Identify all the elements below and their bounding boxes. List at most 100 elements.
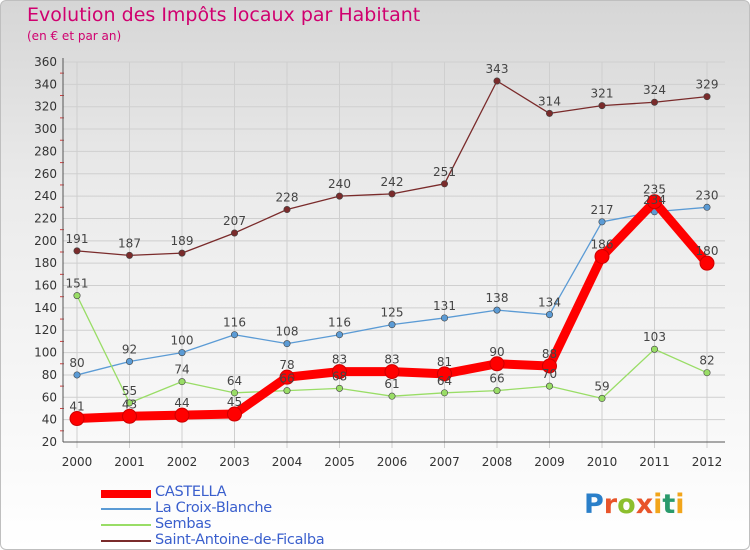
x-tick-label: 2010 — [587, 455, 618, 469]
data-label: 44 — [174, 396, 189, 410]
y-tick-label: 280 — [34, 144, 57, 158]
legend-item: La Croix-Blanche — [97, 500, 397, 517]
data-label: 217 — [591, 203, 614, 217]
data-label: 242 — [381, 175, 404, 189]
data-point — [335, 384, 343, 392]
data-label: 116 — [223, 316, 246, 330]
data-point — [440, 314, 448, 322]
data-point — [332, 364, 347, 380]
data-point — [493, 387, 501, 395]
data-label: 83 — [384, 353, 399, 367]
x-tick-label: 2004 — [272, 455, 303, 469]
data-label: 329 — [696, 78, 719, 92]
data-label: 74 — [174, 363, 189, 377]
x-tick-label: 2007 — [429, 455, 460, 469]
x-tick-label: 2000 — [62, 455, 93, 469]
data-label: 70 — [542, 367, 557, 381]
y-tick-label: 160 — [34, 279, 57, 293]
data-point — [440, 389, 448, 397]
data-label: 189 — [171, 234, 194, 248]
x-tick-label: 2005 — [324, 455, 355, 469]
data-label: 82 — [699, 354, 714, 368]
x-tick-label: 2002 — [167, 455, 198, 469]
data-label: 66 — [279, 372, 294, 386]
y-tick-label: 200 — [34, 234, 57, 248]
axes: 20 40 60 80 100 120 140 160 180 200 220 240 260 280 30… — [34, 55, 725, 469]
data-label: 64 — [227, 374, 242, 388]
data-point — [231, 229, 239, 237]
data-label: 125 — [381, 306, 404, 320]
data-point — [122, 408, 137, 424]
data-point — [335, 331, 343, 339]
data-point — [545, 311, 553, 319]
legend-label: Saint-Antoine-de-Ficalba — [155, 532, 325, 548]
data-label: 187 — [118, 236, 141, 250]
data-point — [73, 371, 81, 379]
data-label: 228 — [276, 191, 299, 205]
y-tick-label: 240 — [34, 189, 57, 203]
y-tick-label: 300 — [34, 122, 57, 136]
legend: CASTELLA La Croix-Blanche Sembas Saint-A… — [97, 484, 397, 549]
data-label: 234 — [643, 193, 666, 207]
data-label: 108 — [276, 325, 299, 339]
data-label: 45 — [227, 395, 242, 409]
legend-label: CASTELLA — [155, 484, 227, 500]
x-tick-label: 2001 — [114, 455, 145, 469]
legend-swatch — [101, 540, 151, 542]
x-tick-label: 2003 — [219, 455, 250, 469]
data-point — [178, 378, 186, 386]
y-tick-label: 80 — [42, 368, 57, 382]
data-point — [542, 358, 557, 374]
x-tick-label: 2008 — [482, 455, 513, 469]
data-point — [384, 364, 400, 380]
data-point — [126, 251, 134, 259]
data-point — [703, 203, 711, 211]
data-label: 81 — [437, 355, 452, 369]
x-tick-label: 2006 — [377, 455, 408, 469]
data-point — [440, 180, 448, 188]
data-label: 314 — [538, 94, 561, 108]
legend-swatch — [101, 524, 151, 526]
data-point — [650, 345, 658, 353]
y-tick-label: 340 — [34, 77, 57, 91]
data-point — [227, 406, 242, 422]
data-point — [699, 255, 715, 271]
y-tick-label: 140 — [34, 301, 57, 315]
data-label: 78 — [279, 358, 294, 372]
data-point — [283, 387, 291, 395]
series-lines — [69, 77, 715, 427]
data-label: 90 — [489, 345, 504, 359]
data-point — [279, 369, 295, 385]
x-tick-label: 2009 — [534, 455, 565, 469]
data-label: 230 — [696, 188, 719, 202]
data-label: 151 — [66, 277, 89, 291]
legend-item: CASTELLA — [97, 484, 397, 501]
y-tick-label: 180 — [34, 256, 57, 270]
y-tick-label: 320 — [34, 100, 57, 114]
data-point — [178, 349, 186, 357]
data-label: 235 — [643, 183, 666, 197]
data-point — [388, 321, 396, 329]
data-point — [69, 411, 85, 427]
data-label: 321 — [591, 87, 614, 101]
data-label: 83 — [332, 353, 347, 367]
legend-label: La Croix-Blanche — [155, 500, 272, 516]
legend-label: Sembas — [155, 516, 212, 532]
data-label: 64 — [437, 374, 452, 388]
data-label: 131 — [433, 299, 456, 313]
data-point — [594, 248, 610, 264]
data-label: 116 — [328, 316, 351, 330]
data-label: 41 — [69, 400, 84, 414]
data-point — [650, 98, 658, 106]
data-point — [73, 247, 81, 255]
data-point — [231, 331, 239, 339]
chart-subtitle: (en € et par an) — [27, 29, 122, 43]
x-tick-label: 2012 — [692, 455, 723, 469]
data-point — [283, 340, 291, 348]
y-tick-label: 60 — [42, 390, 57, 404]
data-point — [598, 218, 606, 226]
data-label: 180 — [696, 244, 719, 258]
data-point — [493, 77, 501, 85]
